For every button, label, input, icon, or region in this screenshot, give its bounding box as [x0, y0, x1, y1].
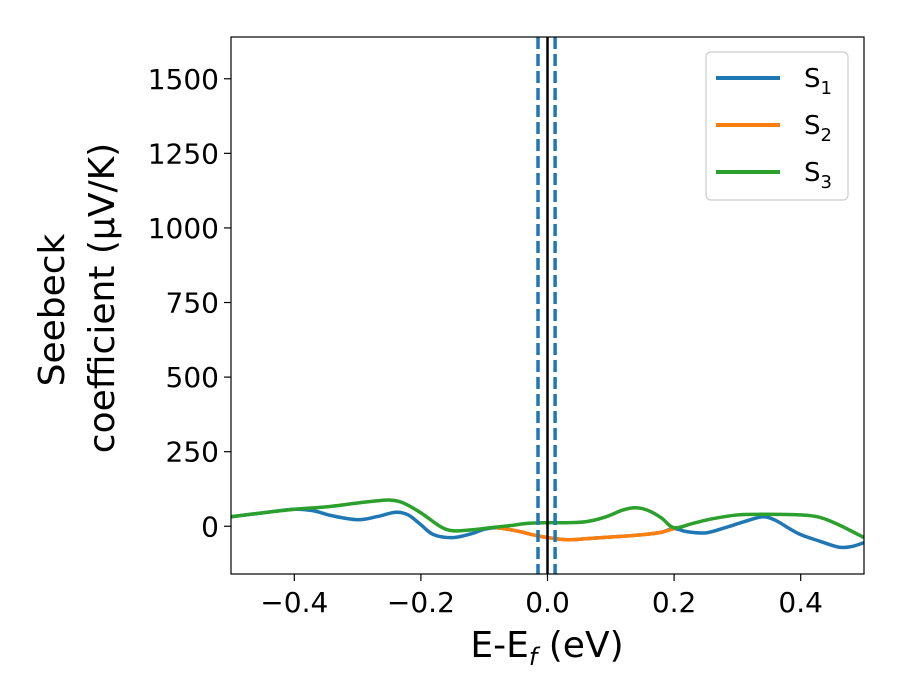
- marks-layer: [231, 37, 864, 574]
- legend-label-s3: S3: [804, 158, 832, 193]
- x-tick-label: 0.2: [652, 586, 697, 619]
- y-tick-label: 750: [166, 287, 219, 320]
- legend-label-s2: S2: [804, 111, 832, 146]
- y-axis-label-line2: coefficient (μV/K): [82, 143, 123, 453]
- plot-area: [231, 37, 864, 574]
- x-tick-label: 0.0: [525, 586, 570, 619]
- y-tick-label: 1250: [148, 137, 219, 170]
- legend-label-s1: S1: [804, 64, 832, 99]
- legend: S1 S2 S3: [705, 51, 849, 201]
- x-tick-label: −0.4: [260, 586, 328, 619]
- ticks-layer: −0.4 −0.2 0.0 0.2 0.4 0 250 500 750 1000 1250 1500: [148, 63, 823, 619]
- series-line-s2: [495, 526, 676, 542]
- x-tick-label: 0.4: [778, 586, 823, 619]
- x-axis-label-unit: (eV): [537, 625, 623, 666]
- x-axis-label: E-Ef (eV): [470, 625, 623, 671]
- y-tick-label: 0: [201, 510, 219, 543]
- y-tick-label: 250: [166, 436, 219, 469]
- x-axis-label-main: E-E: [470, 625, 528, 666]
- y-tick-label: 500: [166, 361, 219, 394]
- series-line-s3: [231, 498, 864, 540]
- y-tick-label: 1500: [148, 63, 219, 96]
- y-tick-label: 1000: [148, 212, 219, 245]
- y-axis-label-line1: Seebeck: [32, 233, 73, 386]
- x-tick-label: −0.2: [387, 586, 455, 619]
